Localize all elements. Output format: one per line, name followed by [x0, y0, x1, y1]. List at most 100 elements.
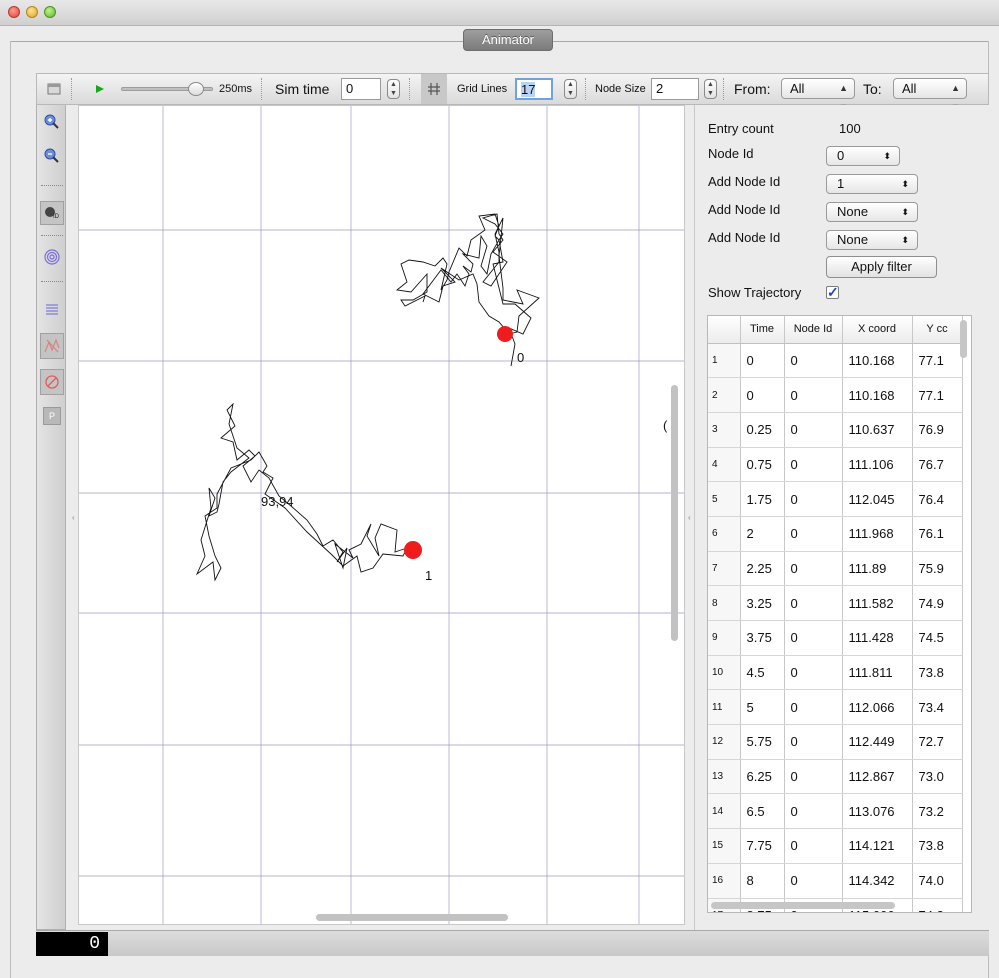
table-row[interactable]: 11 5 0 112.066 73.4 — [708, 689, 963, 726]
block-icon[interactable] — [40, 369, 64, 395]
grid-lines-stepper[interactable]: ▲ ▼ — [564, 79, 577, 99]
vertical-toolbar: ID P — [36, 105, 66, 930]
zoom-window-button[interactable] — [44, 6, 56, 18]
splitter-handle-icon[interactable]: ‹ — [688, 513, 691, 522]
route-icon[interactable] — [40, 333, 64, 359]
speed-slider[interactable] — [121, 82, 213, 96]
table-cell: 5.75 — [740, 724, 785, 760]
node-size-input[interactable]: 2 — [651, 78, 699, 100]
node-id-select[interactable]: 0 ⬍ — [826, 146, 900, 166]
add-node-id-label: Add Node Id — [708, 230, 781, 245]
node-marker[interactable] — [497, 326, 513, 342]
table-row[interactable]: 1 0 0 110.168 77.1 — [708, 343, 963, 379]
table-cell: 4.5 — [740, 655, 785, 691]
column-header[interactable]: Node Id — [784, 316, 843, 344]
table-cell: 112.066 — [842, 689, 913, 726]
table-cell: 75.9 — [912, 551, 963, 587]
table-cell: 73.4 — [912, 689, 963, 726]
apply-filter-button[interactable]: Apply filter — [826, 256, 937, 278]
speed-slider-knob[interactable] — [188, 82, 205, 96]
table-cell: 0 — [740, 377, 785, 413]
canvas-horizontal-scrollbar[interactable] — [316, 914, 508, 921]
table-row[interactable]: 10 4.5 0 111.811 73.8 — [708, 655, 963, 691]
spiral-icon[interactable] — [43, 248, 61, 266]
select-arrows-icon: ⬍ — [901, 179, 909, 189]
close-window-button[interactable] — [8, 6, 20, 18]
show-trajectory-checkbox[interactable]: ✓ — [826, 285, 839, 299]
minimize-window-button[interactable] — [26, 6, 38, 18]
table-cell: 0 — [784, 343, 843, 379]
column-header[interactable]: Time — [740, 316, 785, 344]
grid-icon[interactable] — [421, 74, 447, 104]
table-cell: 7.75 — [740, 828, 785, 864]
table-row[interactable]: 4 0.75 0 111.106 76.7 — [708, 447, 963, 483]
table-vertical-scrollbar[interactable] — [960, 320, 967, 358]
node-marker[interactable] — [404, 541, 422, 559]
canvas-vertical-scrollbar[interactable] — [671, 385, 678, 641]
table-row[interactable]: 2 0 0 110.168 77.1 — [708, 377, 963, 413]
node-size-stepper[interactable]: ▲ ▼ — [704, 79, 717, 99]
table-cell: 76.9 — [912, 412, 963, 448]
add-node-id-select-3[interactable]: None ⬍ — [826, 230, 918, 250]
table-row[interactable]: 7 2.25 0 111.89 75.9 — [708, 551, 963, 587]
entries-table-container[interactable]: Time Node Id X coord Y cc 1 0 0 110.168 77.1 2 0 0… — [707, 315, 972, 913]
table-cell: 76.1 — [912, 516, 963, 552]
table-row[interactable]: 6 2 0 111.968 76.1 — [708, 516, 963, 552]
table-cell: 0 — [784, 759, 843, 795]
table-row[interactable]: 9 3.75 0 111.428 74.5 — [708, 620, 963, 656]
add-node-id-select-1[interactable]: 1 ⬍ — [826, 174, 918, 194]
column-header[interactable]: X coord — [842, 316, 913, 344]
table-cell: 0 — [784, 793, 843, 830]
table-row[interactable]: 14 6.5 0 113.076 73.2 — [708, 793, 963, 830]
table-cell: 111.968 — [842, 516, 913, 552]
table-cell: 8 — [740, 863, 785, 899]
speed-slider-track — [121, 87, 213, 91]
tab-animator[interactable]: Animator — [463, 29, 553, 51]
table-cell: 74.3 — [912, 898, 963, 912]
zoom-in-icon[interactable] — [43, 113, 61, 131]
table-cell: 74.9 — [912, 585, 963, 621]
add-node-id-select-2[interactable]: None ⬍ — [826, 202, 918, 222]
svg-text:ID: ID — [53, 214, 60, 220]
show-trajectory-label: Show Trajectory — [708, 285, 802, 300]
table-cell: 111.106 — [842, 447, 913, 483]
zoom-out-icon[interactable] — [43, 147, 61, 165]
row-index-cell: 7 — [708, 551, 741, 587]
play-icon[interactable] — [95, 74, 105, 104]
list-icon[interactable] — [43, 301, 61, 319]
table-cell: 0 — [784, 689, 843, 726]
row-index-header[interactable] — [708, 316, 741, 344]
table-row[interactable]: 8 3.25 0 111.582 74.9 — [708, 585, 963, 621]
node-id-icon[interactable]: ID — [40, 201, 64, 225]
table-cell: 6.5 — [740, 793, 785, 830]
panel-toggle-icon[interactable] — [47, 74, 61, 104]
table-row[interactable]: 5 1.75 0 112.045 76.4 — [708, 481, 963, 517]
sim-time-input[interactable]: 0 — [341, 78, 381, 100]
splitter-handle-icon[interactable]: ‹ — [72, 513, 75, 522]
column-header[interactable]: Y cc — [912, 316, 963, 344]
table-cell: 0 — [784, 828, 843, 864]
add-node-id-value: None — [837, 204, 869, 219]
add-node-id-value: None — [837, 232, 869, 247]
node-id-label: Node Id — [708, 146, 754, 161]
table-row[interactable]: 12 5.75 0 112.449 72.7 — [708, 724, 963, 760]
to-select[interactable]: All ▲▼ — [893, 78, 967, 112]
sim-time-stepper[interactable]: ▲ ▼ — [387, 79, 400, 99]
from-select[interactable]: All ▲▼ — [781, 78, 855, 112]
table-horizontal-scrollbar[interactable] — [711, 902, 895, 909]
table-row[interactable]: 3 0.25 0 110.637 76.9 — [708, 412, 963, 448]
grid-lines-input[interactable]: 17 — [515, 78, 553, 100]
table-cell: 73.2 — [912, 793, 963, 830]
node-0[interactable]: 0 — [497, 326, 524, 365]
table-row[interactable]: 13 6.25 0 112.867 73.0 — [708, 759, 963, 795]
trajectory-plot[interactable]: 0 1 93,94 — [79, 106, 685, 925]
animation-canvas[interactable]: 0 1 93,94 — [78, 105, 685, 925]
row-index-cell: 8 — [708, 585, 741, 621]
p-icon[interactable]: P — [43, 407, 61, 425]
node-1[interactable]: 1 — [404, 541, 432, 583]
table-row[interactable]: 15 7.75 0 114.121 73.8 — [708, 828, 963, 864]
table-cell: 3.75 — [740, 620, 785, 656]
table-row[interactable]: 16 8 0 114.342 74.0 — [708, 863, 963, 899]
table-cell: 73.0 — [912, 759, 963, 795]
grid-lines-value: 17 — [521, 82, 536, 97]
